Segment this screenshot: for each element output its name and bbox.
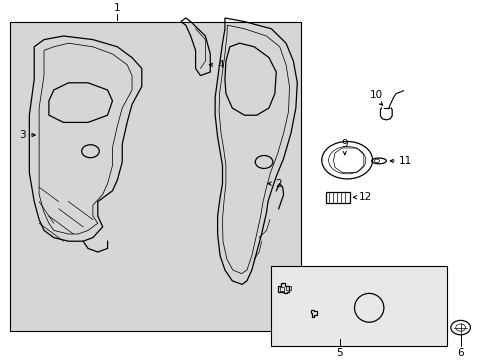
- Text: 5: 5: [336, 348, 343, 358]
- Text: 3: 3: [19, 130, 25, 140]
- Text: 12: 12: [358, 192, 371, 202]
- Text: 6: 6: [456, 348, 463, 358]
- Bar: [271, 266, 447, 346]
- Bar: [285, 286, 290, 290]
- Bar: [325, 192, 349, 203]
- Text: 7: 7: [275, 298, 282, 308]
- Text: 11: 11: [398, 156, 411, 166]
- Text: 10: 10: [369, 90, 382, 100]
- Text: 1: 1: [114, 3, 121, 13]
- Text: 9: 9: [341, 139, 347, 149]
- Text: 4: 4: [217, 60, 224, 70]
- Text: 8: 8: [309, 325, 316, 336]
- Text: 2: 2: [274, 179, 281, 189]
- Bar: [10, 22, 300, 331]
